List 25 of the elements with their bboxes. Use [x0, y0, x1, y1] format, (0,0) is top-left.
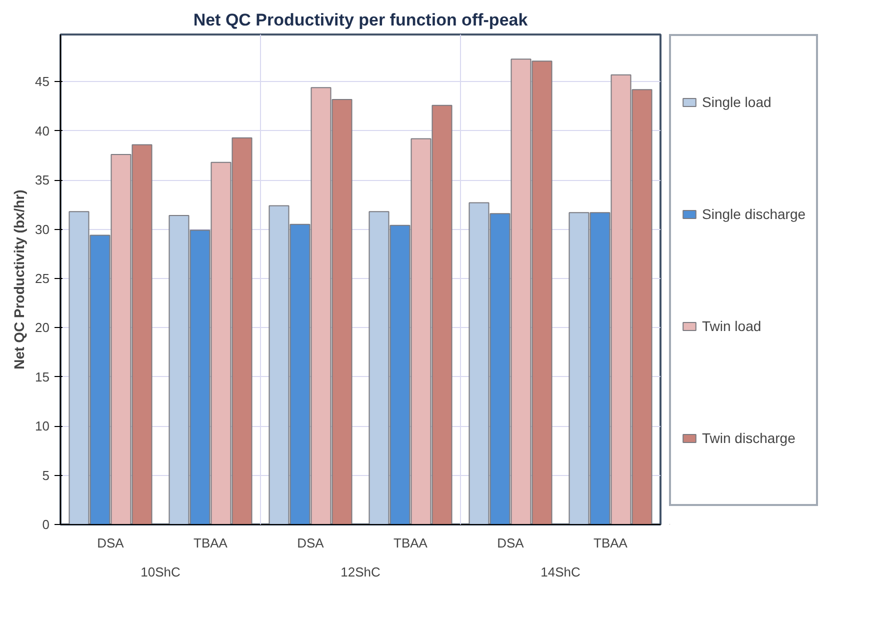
x-tick-label: TBAA: [194, 536, 228, 550]
y-tick-label: 30: [35, 222, 50, 237]
x-tick-label: TBAA: [594, 536, 628, 550]
y-tick-label: 10: [35, 418, 50, 434]
x-tick-label: DSA: [297, 536, 324, 550]
x-tick-label: DSA: [497, 536, 524, 550]
y-tick-label: 40: [35, 123, 50, 138]
legend-label: Single discharge: [702, 205, 806, 224]
legend-label: Twin load: [702, 317, 762, 336]
y-tick-label: 5: [42, 468, 50, 483]
text: 12ShC: [340, 564, 380, 580]
y-tick-label: 0: [42, 517, 50, 532]
y-tick-label: 45: [35, 74, 50, 90]
y-tick-label: 35: [35, 172, 50, 188]
chart-title: Net QC Productivity per function off-peak: [193, 10, 528, 30]
y-tick-label: 25: [35, 271, 50, 286]
legend-label: Twin discharge: [702, 429, 796, 448]
legend-label: Single load: [702, 93, 772, 112]
y-tick-label: 15: [35, 369, 50, 384]
x-tick-label: TBAA: [394, 536, 428, 550]
y-axis-title: Net QC Productivity (bx/hr): [11, 190, 28, 370]
y-tick-label: 20: [35, 320, 50, 336]
text: 14ShC: [540, 564, 580, 580]
x-tick-label: DSA: [97, 536, 124, 550]
text: 10ShC: [140, 564, 180, 580]
